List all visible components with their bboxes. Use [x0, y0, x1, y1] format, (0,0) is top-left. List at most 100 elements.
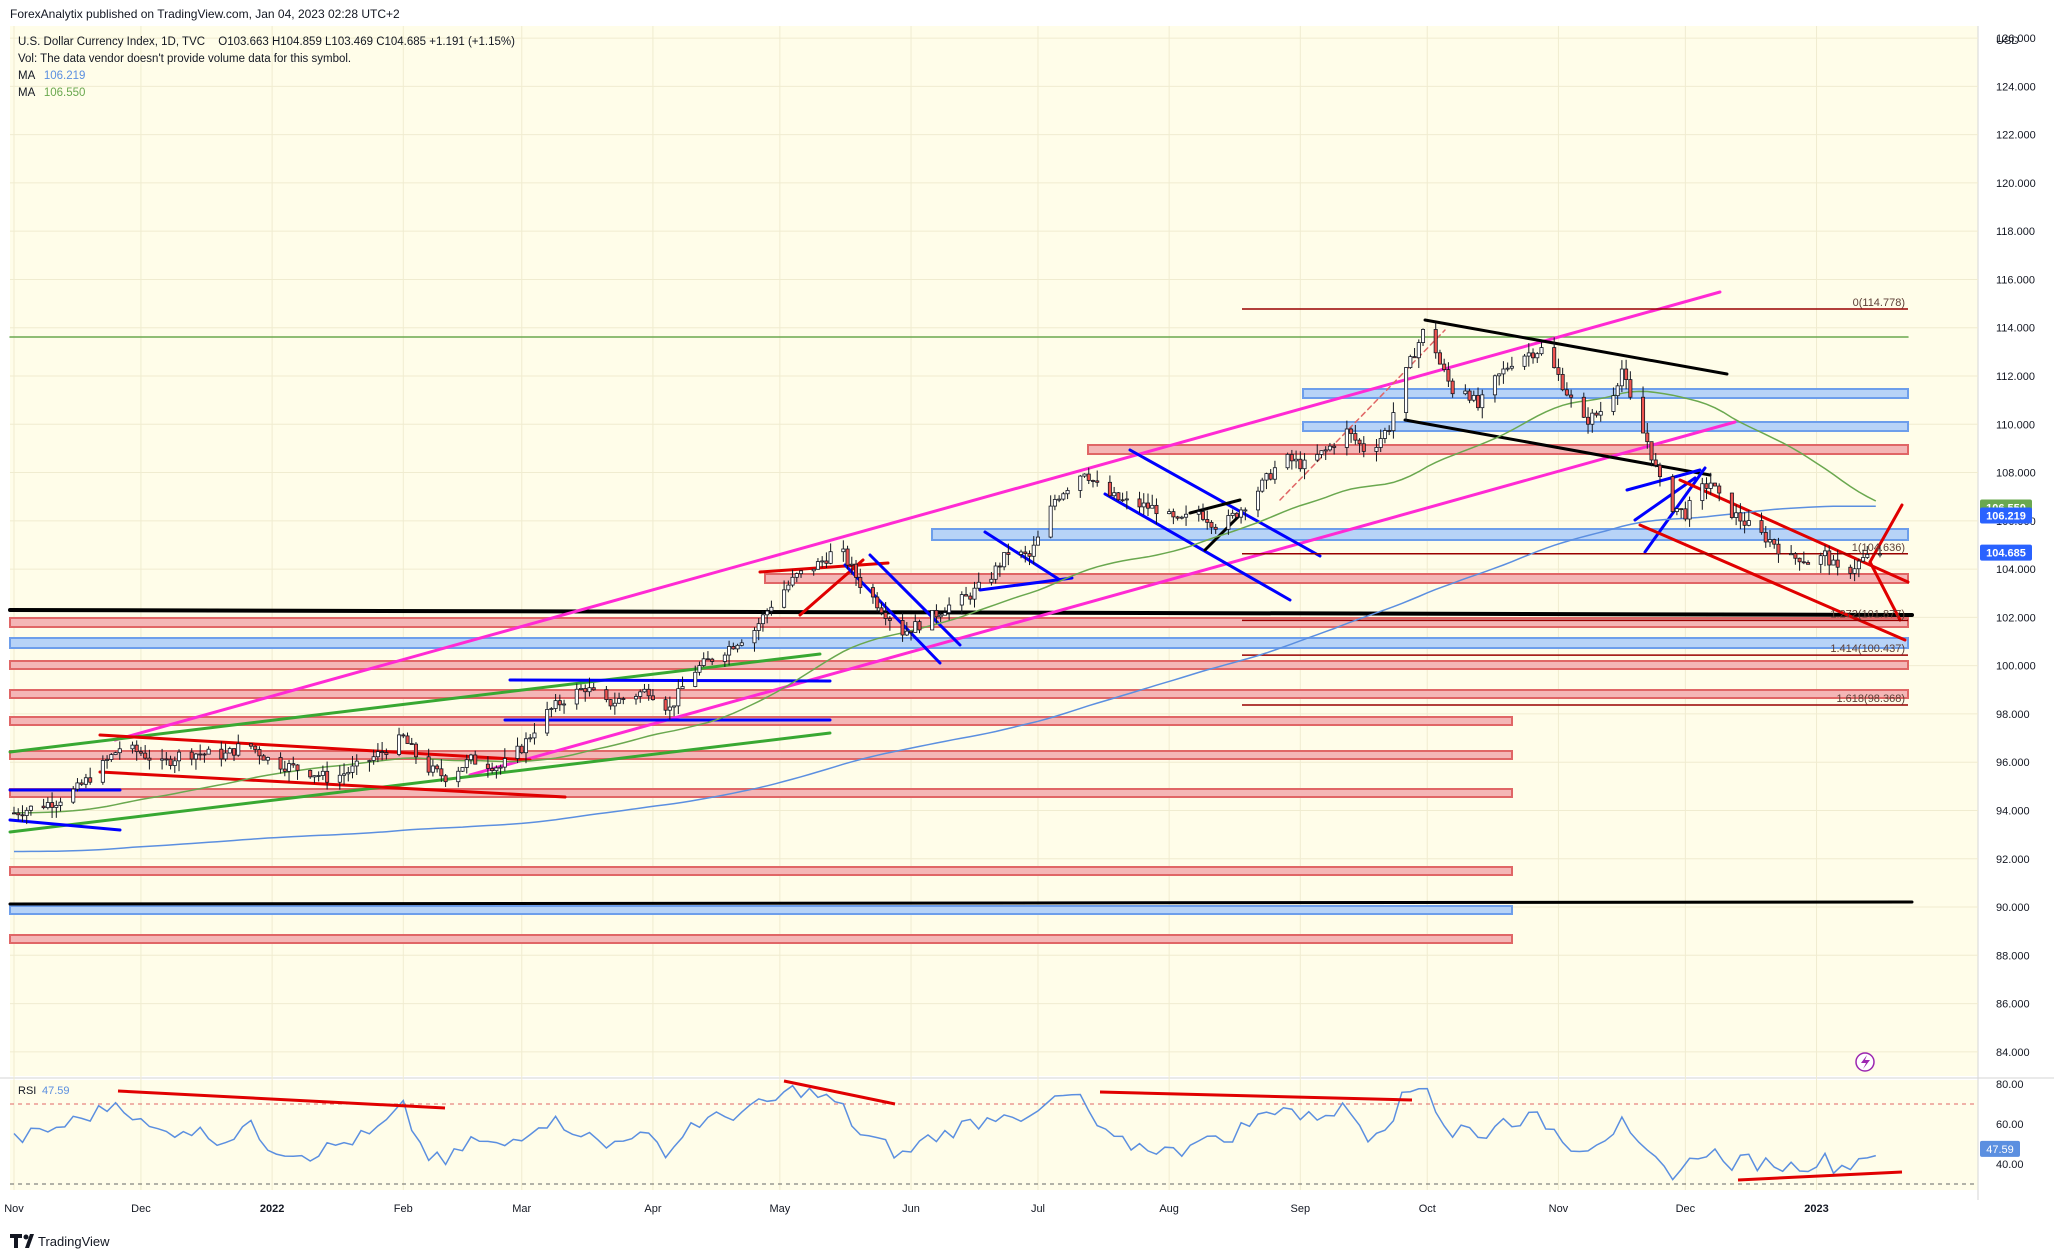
candle-body [1480, 394, 1485, 409]
flag-line-blue [1103, 492, 1292, 602]
fib-connector-dashed [1279, 329, 1446, 501]
candle-body [997, 565, 1002, 568]
candle-body [430, 765, 435, 773]
candle-body [1446, 369, 1451, 382]
candle-body [193, 753, 198, 760]
candle-body [1865, 554, 1870, 558]
candle-body [498, 766, 503, 769]
rsi-divergence-line [1737, 1170, 1903, 1182]
candle-body [384, 752, 389, 755]
candle-body [667, 706, 672, 711]
candle-body [1759, 520, 1764, 533]
lightning-icon[interactable] [1855, 1052, 1875, 1072]
candle-body [143, 752, 148, 759]
candle-body [1234, 512, 1239, 518]
candle-body [739, 642, 744, 646]
candle-body [28, 805, 33, 811]
candle-body [947, 604, 952, 614]
candle-body [710, 658, 715, 662]
candle-body [959, 594, 964, 606]
candle-body [1090, 480, 1095, 482]
candle-body [545, 709, 550, 734]
candle-body [752, 630, 757, 644]
candle-body [1670, 476, 1675, 512]
zone-red [9, 934, 1513, 944]
price-axis-tick: 120.000 [1996, 178, 2036, 190]
candle-body [1674, 508, 1679, 512]
candle-body [642, 688, 647, 693]
candle-body [1522, 355, 1527, 367]
candle-body [1052, 499, 1057, 507]
candle-body [278, 757, 283, 770]
trendline-green [8, 731, 832, 834]
candle-body [79, 782, 84, 785]
candle-body [1268, 473, 1273, 480]
candle-body [1048, 505, 1053, 538]
candle-body [257, 749, 262, 757]
wedge-line-red [98, 733, 532, 762]
candle-body [172, 760, 177, 766]
candle-body [312, 775, 317, 778]
candle-body [523, 738, 528, 754]
trendline-black [1423, 318, 1729, 376]
candle-body [117, 748, 122, 754]
candle-body [1641, 396, 1646, 434]
candle-body [1391, 412, 1396, 432]
symbol-name: U.S. Dollar Currency Index, 1D, TVC [18, 36, 205, 48]
candle-body [1509, 365, 1514, 369]
candle-body [1260, 479, 1265, 492]
time-axis-label: Dec [131, 1203, 151, 1215]
candle-body [608, 699, 613, 707]
candle-body [968, 595, 973, 600]
candle-body [45, 802, 50, 809]
candle-body [88, 777, 93, 783]
candle-body [1801, 561, 1806, 564]
candle-body [621, 698, 626, 700]
candle-body [1145, 502, 1150, 509]
ma-slow-line [13, 390, 1877, 814]
candle-body [1789, 553, 1794, 556]
publisher-line: ForexAnalytix published on TradingView.c… [10, 7, 400, 21]
candle-body [854, 563, 859, 578]
candle-body [206, 748, 211, 755]
candle-body [1497, 373, 1502, 377]
flag-line-blue [508, 678, 832, 683]
candle-body [786, 584, 791, 591]
candle-body [1450, 380, 1455, 395]
candle-body [1767, 539, 1772, 543]
candle-body [1586, 416, 1591, 425]
candle-body [562, 703, 567, 706]
time-axis-label: Jul [1031, 1203, 1045, 1215]
time-axis[interactable]: Nov Dec 2022 Feb Mar Apr May Jun Jul Aug Sep Oct Nov… [4, 1203, 1829, 1215]
candle-body [24, 809, 29, 816]
candle-body [849, 563, 854, 566]
candle-body [397, 734, 402, 755]
candle-body [109, 754, 114, 760]
candle-body [1594, 412, 1599, 416]
zone-red [9, 750, 1513, 760]
candle-body [1848, 566, 1853, 574]
candle-body [1361, 443, 1366, 452]
rsi-value-tag-label: 47.59 [1986, 1144, 2014, 1156]
candle-body [308, 769, 313, 778]
candle-body [1082, 473, 1087, 477]
candle-body [189, 751, 194, 760]
candle-body [54, 805, 59, 808]
wedge-line-red [758, 561, 890, 574]
candle-body [591, 687, 596, 691]
projection-line-red [1868, 503, 1904, 564]
tradingview-logo[interactable]: TradingView [10, 1234, 110, 1249]
candle-body [870, 587, 875, 598]
candle-body [1272, 467, 1277, 480]
candle-body [680, 686, 685, 690]
candle-body [1645, 432, 1650, 443]
candle-body [1408, 356, 1413, 368]
candle-body [1289, 454, 1294, 462]
price-axis-tick: 124.000 [1996, 81, 2036, 93]
candle-body [1057, 498, 1062, 501]
candle-body [502, 758, 507, 768]
candle-body [557, 700, 562, 706]
candle-body [756, 623, 761, 631]
